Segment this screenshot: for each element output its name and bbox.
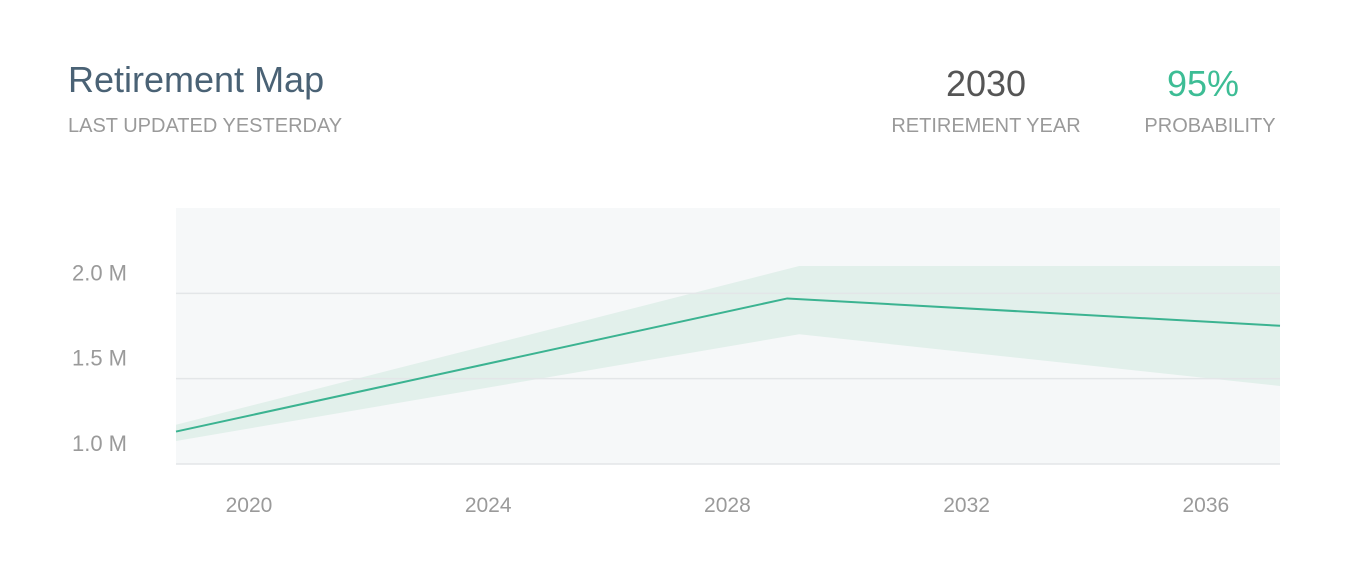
title: Retirement Map: [68, 59, 324, 100]
stat-label: RETIREMENT YEAR: [891, 115, 1080, 137]
x-tick-label: 2032: [943, 494, 990, 517]
y-tick-label: 1.0 M: [72, 431, 127, 456]
y-tick-label: 2.0 M: [72, 260, 127, 285]
stat-value: 2030: [946, 63, 1026, 104]
x-tick-label: 2036: [1182, 494, 1229, 517]
x-tick-label: 2020: [226, 494, 273, 517]
x-tick-label: 2028: [704, 494, 751, 517]
stat-value: 95%: [1167, 63, 1239, 104]
line: [175, 297, 1281, 433]
stat-label: PROBABILITY: [1144, 115, 1275, 137]
subtitle: LAST UPDATED YESTERDAY: [68, 115, 342, 137]
x-tick-label: 2024: [465, 494, 512, 517]
y-tick-label: 1.5 M: [72, 346, 127, 371]
